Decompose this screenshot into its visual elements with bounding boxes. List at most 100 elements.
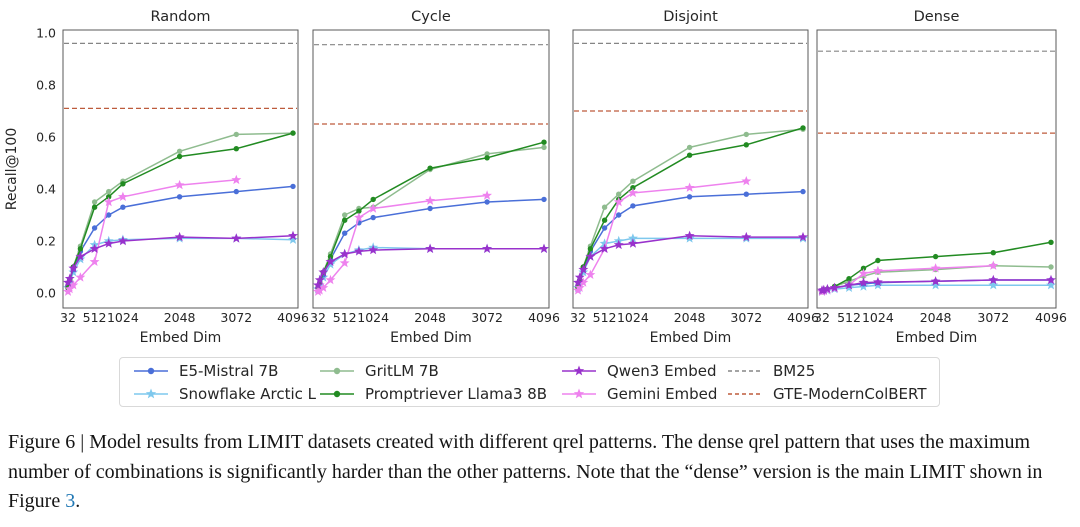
data-point-star-icon: [288, 230, 298, 240]
data-point-star-icon: [482, 243, 492, 253]
y-tick-label: 0.0: [36, 286, 56, 301]
data-point-star-icon: [64, 273, 75, 283]
data-point-circle-icon: [743, 142, 749, 148]
data-point-star-icon: [64, 283, 75, 294]
data-point-star-icon: [599, 238, 610, 248]
series-qwen3-embed: [573, 230, 808, 287]
data-point-circle-icon: [484, 199, 490, 205]
data-point-circle-icon: [427, 165, 433, 171]
data-point-circle-icon: [601, 225, 608, 231]
data-point-star-icon: [354, 246, 364, 256]
data-point-star-icon: [741, 176, 752, 186]
data-point-circle-icon: [875, 257, 881, 264]
data-point-circle-icon: [1048, 264, 1054, 270]
x-axis-label: Embed Dim: [140, 330, 222, 346]
legend-label: Qwen3 Embed: [607, 361, 717, 380]
data-point-circle-icon: [342, 212, 348, 218]
data-point-star-icon: [325, 274, 336, 285]
data-point-star-icon: [988, 280, 999, 290]
data-point-star-icon: [314, 285, 325, 295]
legend-dashed-line-icon: [728, 392, 762, 395]
data-point-star-icon: [288, 234, 298, 244]
series-line: [577, 127, 804, 288]
x-tick-label: 512: [333, 310, 357, 325]
plot-frame: [572, 29, 809, 309]
data-point-star-icon: [684, 182, 695, 192]
series-qwen3-embed: [817, 274, 1056, 295]
x-tick-label: 32: [310, 310, 326, 325]
subplot-random: Random 32 512 1024 2048 3072 4096 Embed Dim 0.0 0…: [4, 9, 309, 346]
legend-label: BM25: [773, 361, 816, 380]
data-point-circle-icon: [233, 146, 239, 152]
data-point-star-icon: [829, 282, 840, 292]
x-tick-label: 3072: [471, 310, 503, 325]
legend-item-gemini-embed: Gemini Embed: [560, 384, 726, 404]
legend-label: E5-Mistral 7B: [179, 361, 279, 380]
data-point-circle-icon: [290, 130, 296, 136]
data-point-star-icon: [368, 203, 379, 213]
data-point-circle-icon: [176, 194, 183, 200]
data-point-star-icon: [578, 264, 589, 274]
x-tick-label: 2048: [920, 310, 952, 325]
data-point-star-icon: [930, 263, 941, 273]
plot-frame: [62, 29, 299, 309]
data-point-star-icon: [118, 191, 128, 201]
data-point-star-icon: [818, 284, 829, 295]
x-tick-label: 3072: [977, 310, 1009, 325]
data-point-star-icon: [574, 282, 585, 292]
data-point-circle-icon: [800, 125, 806, 131]
legend-circle-marker-icon: [320, 390, 354, 397]
data-point-star-icon: [628, 233, 638, 243]
data-point-star-icon: [75, 251, 86, 261]
data-point-star-icon: [103, 196, 114, 207]
figure-3-link[interactable]: 3: [65, 490, 76, 512]
series-promptriever-llama3-8b: [575, 125, 806, 291]
series-snowflake-arctic-l: [573, 233, 808, 292]
data-point-circle-icon: [233, 188, 239, 195]
y-axis-label: Recall@100: [4, 128, 20, 211]
legend-item-promptriever-llama3-8b: Promptriever Llama3 8B: [318, 384, 560, 404]
series-gemini-embed: [63, 174, 242, 296]
data-point-star-icon: [318, 267, 329, 277]
data-point-star-icon: [858, 277, 869, 287]
data-point-circle-icon: [120, 204, 126, 210]
data-point-circle-icon: [342, 230, 348, 236]
x-tick-label: 3072: [220, 310, 252, 325]
x-tick-label: 512: [837, 310, 861, 325]
data-point-circle-icon: [686, 152, 693, 158]
data-point-star-icon: [930, 280, 941, 290]
x-tick-label: 4096: [528, 310, 560, 325]
data-point-star-icon: [573, 277, 583, 287]
x-tick-label: 1024: [357, 310, 389, 325]
series-line: [317, 248, 544, 286]
legend-item-gte-moderncolbert: GTE-ModernColBERT: [726, 384, 927, 404]
data-point-star-icon: [313, 280, 323, 290]
data-point-star-icon: [930, 276, 941, 286]
data-point-star-icon: [873, 276, 883, 287]
data-point-circle-icon: [484, 155, 490, 161]
data-point-circle-icon: [91, 204, 98, 210]
x-tick-label: 32: [570, 310, 586, 325]
data-point-star-icon: [574, 272, 585, 282]
legend-item-bm25: BM25: [726, 361, 927, 381]
data-point-star-icon: [339, 248, 350, 259]
plot-frame: [816, 29, 1057, 309]
data-point-circle-icon: [541, 144, 547, 151]
data-point-star-icon: [368, 244, 379, 255]
data-point-star-icon: [988, 274, 999, 285]
data-point-star-icon: [858, 268, 869, 278]
series-line: [317, 194, 488, 293]
x-tick-label: 32: [60, 310, 76, 325]
y-tick-label: 0.6: [36, 130, 56, 145]
x-tick-label: 2048: [164, 310, 196, 325]
caption-suffix: .: [75, 490, 81, 512]
data-point-circle-icon: [541, 139, 547, 145]
data-point-star-icon: [578, 277, 589, 287]
data-point-star-icon: [798, 231, 808, 242]
data-point-circle-icon: [342, 217, 348, 223]
x-tick-label: 4096: [1035, 310, 1067, 325]
data-point-star-icon: [684, 230, 695, 240]
legend-dashed-line-icon: [728, 369, 762, 372]
data-point-star-icon: [613, 196, 624, 207]
data-point-circle-icon: [290, 183, 296, 190]
